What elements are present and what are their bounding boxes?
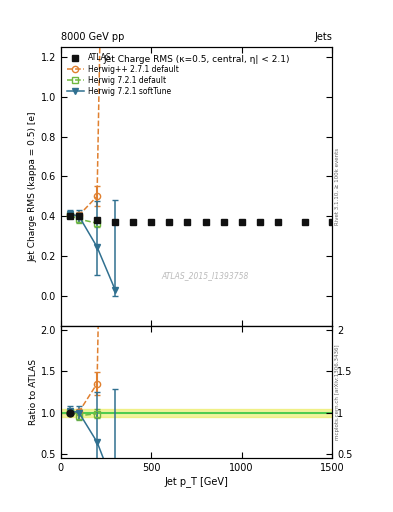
Text: Rivet 3.1.10, ≥ 100k events: Rivet 3.1.10, ≥ 100k events	[335, 148, 340, 225]
Y-axis label: Ratio to ATLAS: Ratio to ATLAS	[29, 359, 38, 425]
Text: Jets: Jets	[314, 32, 332, 42]
Text: mcplots.cern.ch [arXiv:1306.3436]: mcplots.cern.ch [arXiv:1306.3436]	[335, 344, 340, 440]
Bar	[61, 409, 332, 417]
Text: ATLAS_2015_I1393758: ATLAS_2015_I1393758	[161, 271, 248, 280]
Text: Jet Charge RMS (κ=0.5, central, η| < 2.1): Jet Charge RMS (κ=0.5, central, η| < 2.1…	[103, 55, 290, 65]
Y-axis label: Jet Charge RMS (kappa = 0.5) [e]: Jet Charge RMS (kappa = 0.5) [e]	[29, 111, 38, 262]
Legend: ATLAS, Herwig++ 2.7.1 default, Herwig 7.2.1 default, Herwig 7.2.1 softTune: ATLAS, Herwig++ 2.7.1 default, Herwig 7.…	[65, 51, 181, 98]
Text: 8000 GeV pp: 8000 GeV pp	[61, 32, 124, 42]
X-axis label: Jet p_T [GeV]: Jet p_T [GeV]	[165, 476, 228, 487]
